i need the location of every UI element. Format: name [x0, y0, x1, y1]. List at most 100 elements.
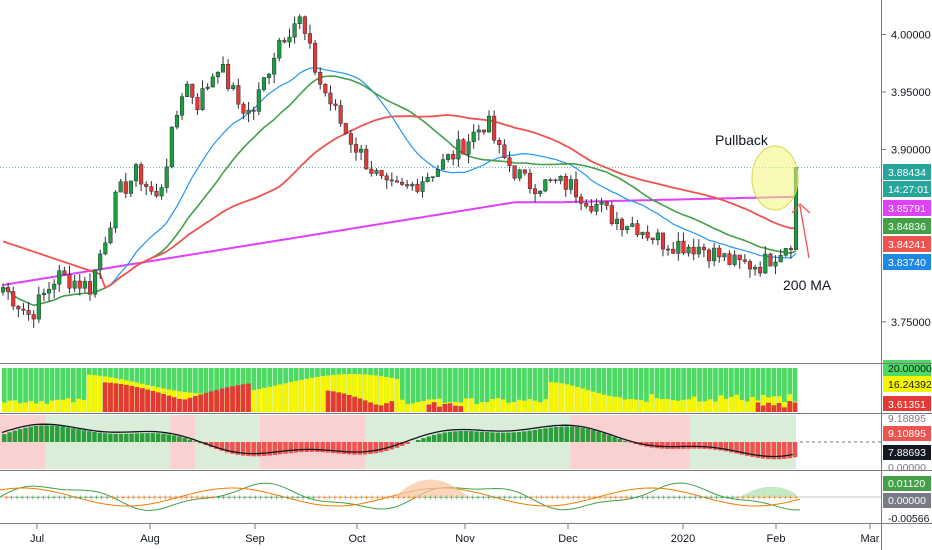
- price-tag-label: 3.84241: [888, 239, 926, 251]
- panel2-hist-bar: [346, 442, 352, 455]
- panel3-marker: +: [582, 493, 587, 502]
- panel3-marker: +: [200, 493, 205, 502]
- candle-body: [712, 247, 717, 262]
- panel2-hist-bar: [272, 442, 278, 455]
- time-tick-label: 2020: [671, 533, 695, 545]
- panel1-bar-green: [591, 368, 596, 412]
- panel1-bar-green: [792, 368, 798, 412]
- panel1-bar-yellow: [516, 399, 522, 412]
- panel2-hist-bar: [500, 432, 506, 442]
- panel1-bar-yellow: [697, 401, 702, 412]
- candle-body: [507, 157, 512, 166]
- panel3-marker: +: [370, 493, 375, 502]
- panel3-marker: +: [534, 493, 539, 502]
- panel1-bar-yellow: [49, 400, 55, 412]
- panel1-bar-yellow: [7, 400, 13, 412]
- panel3-marker: +: [163, 493, 168, 502]
- panel3-marker: +: [317, 493, 322, 502]
- panel1-bar-yellow: [60, 399, 66, 412]
- panel3-marker: +: [720, 493, 725, 502]
- candle-body: [671, 248, 676, 254]
- panel3-marker: +: [375, 493, 380, 502]
- panel1-bar-red: [224, 387, 230, 412]
- panel1-bar-green: [17, 368, 23, 412]
- panel1-bar-red: [389, 401, 395, 412]
- panel1-bar-red: [352, 396, 357, 412]
- panel3-marker: +: [15, 493, 20, 502]
- panel1-bar-green: [187, 368, 193, 412]
- panel2-hist-bar: [177, 436, 182, 442]
- time-tick-label: Nov: [455, 533, 475, 545]
- panel1-bar-green: [628, 368, 633, 412]
- panel1-bar-green: [713, 368, 718, 412]
- panel3-marker: +: [444, 493, 449, 502]
- panel1-bar-yellow: [28, 401, 34, 412]
- candle-body: [318, 71, 323, 85]
- panel2-hist-bar: [214, 442, 219, 450]
- panel1-bar-red: [193, 396, 198, 412]
- candle-body: [251, 109, 256, 112]
- panel3-marker: +: [614, 493, 619, 502]
- panel3-marker: +: [746, 493, 751, 502]
- panel3-marker: +: [89, 493, 94, 502]
- indicator-panel-3: + + + + + + + + + + + + + + + + + + + + + + + + + + + + + + + + + + + + + + + +…: [0, 476, 931, 526]
- candle-body: [471, 131, 476, 143]
- panel1-bar-yellow: [707, 399, 713, 412]
- panel1-bar-green: [532, 368, 538, 412]
- panel3-marker: +: [190, 493, 195, 502]
- panel3-marker: +: [608, 493, 613, 502]
- panel1-bar-yellow: [511, 401, 517, 412]
- panel1-bar-green: [39, 368, 44, 412]
- moving-average-lines: [0, 67, 881, 307]
- panel1-bar-green: [697, 368, 702, 412]
- candle-body: [717, 247, 722, 258]
- panel1-bar-yellow: [421, 400, 426, 412]
- panel1-bar-yellow: [267, 386, 273, 412]
- panel3-tag-label: -0.00566: [888, 513, 930, 525]
- panel3-marker: +: [407, 493, 412, 502]
- panel1-bar-green: [60, 368, 66, 412]
- panel1-bar-yellow: [633, 399, 639, 412]
- panel3-marker: +: [343, 493, 348, 502]
- panel1-bar-green: [622, 368, 628, 412]
- panel3-marker: +: [248, 493, 253, 502]
- panel2-hist-bar: [537, 429, 543, 442]
- panel2-hist-bar: [421, 438, 426, 442]
- panel3-marker: +: [110, 493, 115, 502]
- candle-body: [666, 248, 671, 251]
- panel1-bar-yellow: [33, 403, 39, 412]
- panel1-bar-red: [426, 404, 432, 412]
- panel1-bar-green: [596, 368, 602, 412]
- time-axis[interactable]: Jul Aug Sep Oct Nov Dec 2020 Feb Mar: [30, 524, 880, 545]
- candle-body: [236, 85, 241, 105]
- candle-body: [241, 103, 246, 114]
- candle-body: [154, 190, 159, 197]
- candle-body: [57, 270, 62, 285]
- panel3-marker: +: [576, 493, 581, 502]
- panel3-marker: +: [322, 493, 327, 502]
- candle-body: [538, 190, 543, 194]
- panel3-marker: +: [592, 493, 597, 502]
- panel2-tag: [883, 460, 931, 475]
- panel1-bar-green: [585, 368, 591, 412]
- candle-body: [282, 40, 287, 43]
- panel3-marker: +: [333, 493, 338, 502]
- candle-body: [190, 83, 195, 98]
- candle-body: [681, 240, 686, 254]
- price-axis[interactable]: 4.00000 3.95000 3.90000 3.75000: [881, 29, 931, 329]
- panel1-bar-red: [177, 398, 182, 412]
- panel3-marker: +: [788, 493, 793, 502]
- panel3-marker: +: [513, 493, 518, 502]
- panel1-bar-green: [760, 368, 766, 412]
- panel3-marker: +: [46, 493, 51, 502]
- panel2-hist-bar: [81, 430, 87, 442]
- panel1-bar-red: [108, 382, 113, 412]
- panel1-bar-red: [373, 404, 379, 412]
- panel3-marker: +: [423, 493, 428, 502]
- candle-body: [67, 274, 72, 289]
- panel1-bar-red: [240, 384, 246, 412]
- panel1-bar-green: [660, 368, 665, 412]
- candle-body: [302, 16, 307, 34]
- candle-body: [635, 223, 640, 236]
